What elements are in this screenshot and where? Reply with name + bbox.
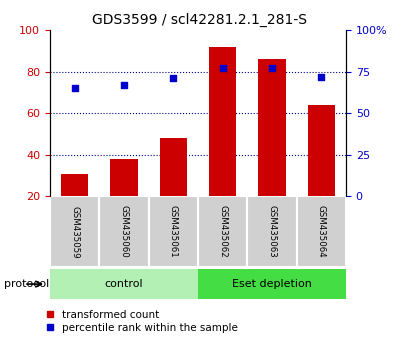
Bar bbox=[50, 269, 198, 299]
Bar bbox=[198, 269, 346, 299]
Text: GSM435064: GSM435064 bbox=[317, 205, 326, 258]
Text: protocol: protocol bbox=[4, 279, 49, 289]
Bar bbox=[50, 196, 99, 267]
Bar bbox=[258, 59, 286, 196]
Text: control: control bbox=[105, 279, 143, 289]
Bar bbox=[198, 196, 247, 267]
Text: GDS3599 / scl42281.2.1_281-S: GDS3599 / scl42281.2.1_281-S bbox=[92, 12, 308, 27]
Text: GSM435061: GSM435061 bbox=[169, 205, 178, 258]
Point bbox=[121, 82, 127, 88]
Point bbox=[269, 65, 275, 71]
Text: GSM435060: GSM435060 bbox=[120, 205, 128, 258]
Bar bbox=[110, 159, 138, 196]
Bar bbox=[99, 196, 149, 267]
Bar bbox=[308, 105, 335, 196]
Bar bbox=[149, 196, 198, 267]
Text: GSM435062: GSM435062 bbox=[218, 205, 227, 258]
Point bbox=[220, 65, 226, 71]
Bar bbox=[160, 138, 187, 196]
Text: GSM435063: GSM435063 bbox=[268, 205, 276, 258]
Point bbox=[72, 85, 78, 91]
Bar bbox=[61, 173, 88, 196]
Text: GSM435059: GSM435059 bbox=[70, 206, 79, 258]
Point bbox=[170, 75, 176, 81]
Bar bbox=[297, 196, 346, 267]
Text: Eset depletion: Eset depletion bbox=[232, 279, 312, 289]
Bar bbox=[209, 47, 236, 196]
Legend: transformed count, percentile rank within the sample: transformed count, percentile rank withi… bbox=[41, 306, 242, 337]
Bar bbox=[247, 196, 297, 267]
Point bbox=[318, 74, 324, 80]
